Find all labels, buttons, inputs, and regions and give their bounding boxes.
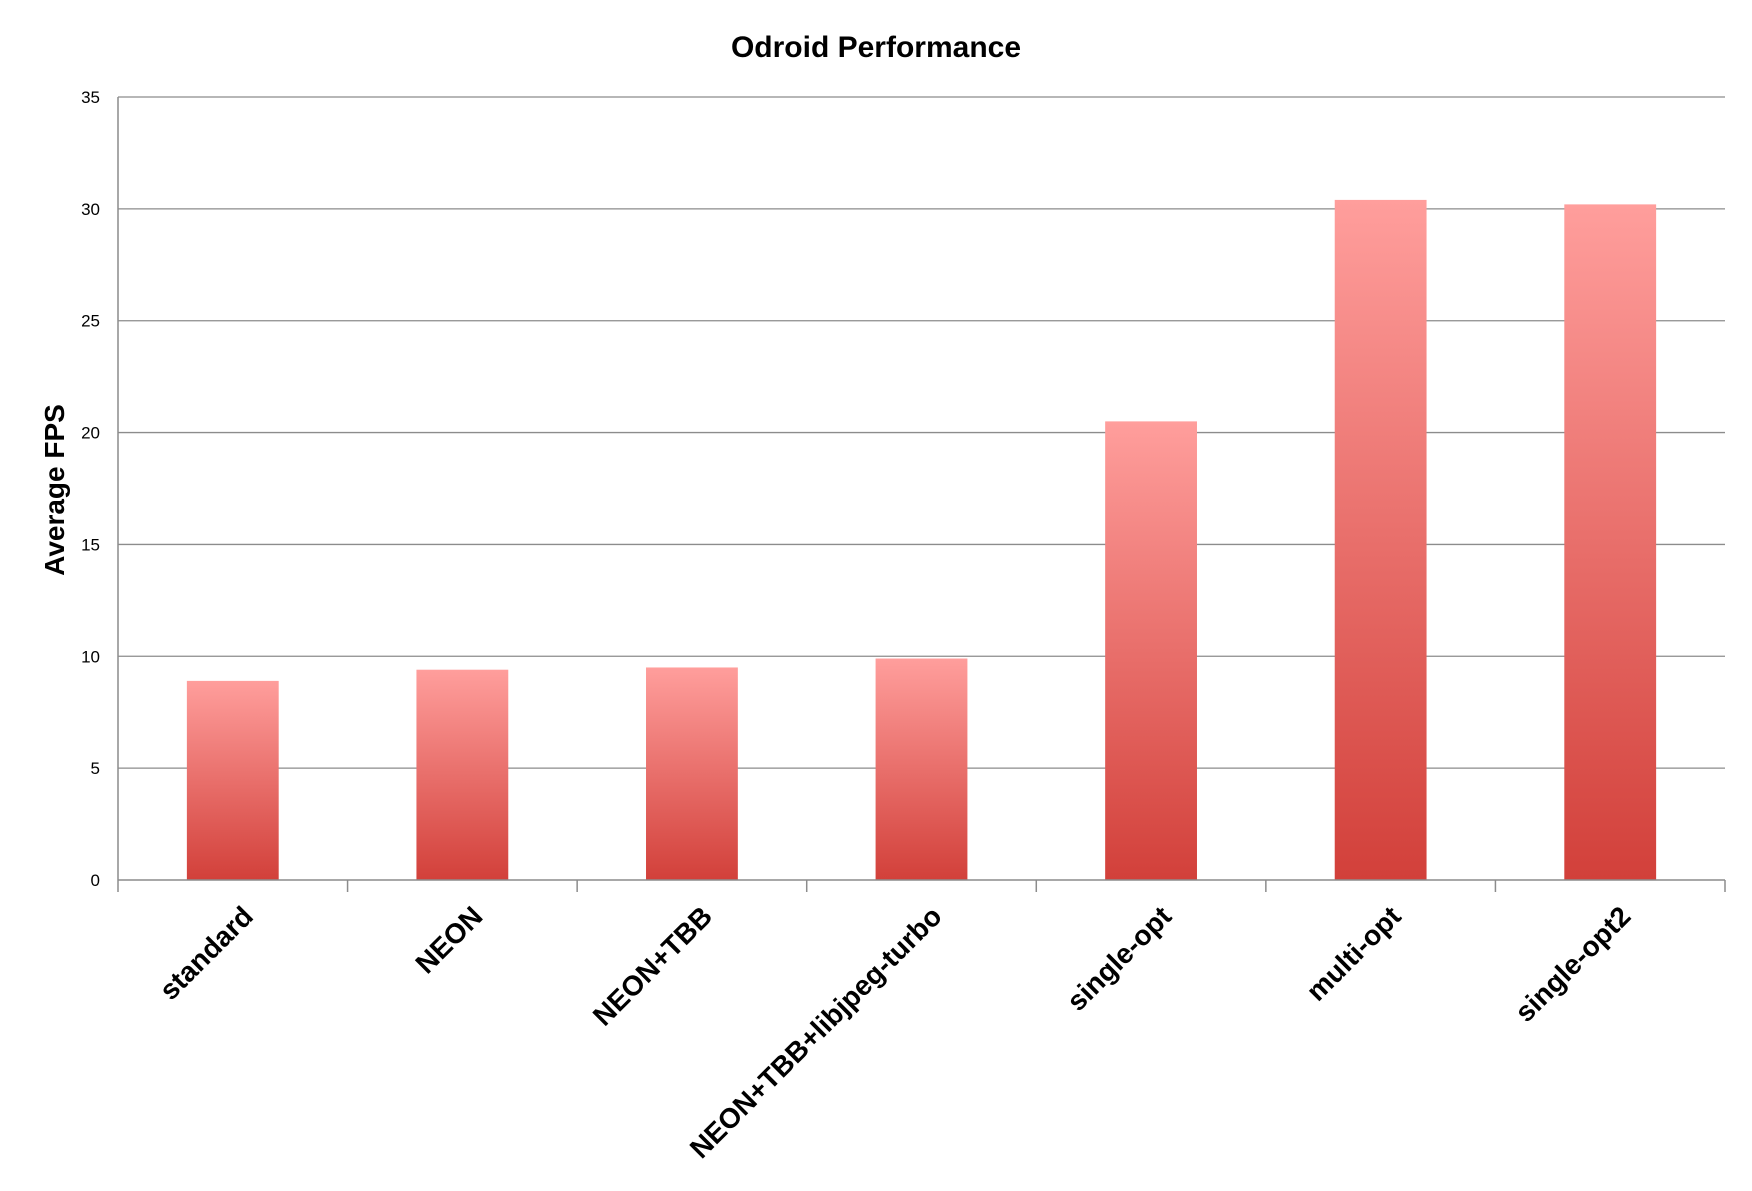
y-axis-title: Average FPS: [39, 404, 70, 576]
axes: [117, 97, 1726, 892]
y-tick-label: 10: [81, 647, 100, 666]
y-tick-label: 35: [81, 88, 100, 107]
x-tick-label: single-opt: [1061, 900, 1178, 1017]
y-tick-label: 25: [81, 312, 100, 331]
x-tick-labels: standard NEON NEON+TBBNEON+TBB+libjpeg-tur…: [153, 900, 1636, 1164]
x-tick-label: NEON: [409, 900, 488, 979]
x-tick-label: multi-opt: [1300, 900, 1407, 1007]
x-tick-label: standard: [153, 900, 259, 1006]
chart-title: Odroid Performance: [731, 31, 1021, 64]
y-tick-label: 20: [81, 424, 100, 443]
bar-single-opt: [1105, 421, 1197, 880]
x-tick-label: NEON+TBB+libjpeg-turbo: [684, 900, 948, 1164]
y-tick-label: 0: [91, 871, 100, 890]
bar-neon-tbb: [646, 667, 738, 880]
y-tick-label: 5: [91, 759, 100, 778]
bar-neon: [416, 669, 509, 880]
x-tick-label: NEON+TBB: [587, 900, 718, 1031]
gridlines: [118, 96, 1725, 769]
y-tick-labels: 0 5 10 15 20 25 30 35: [81, 88, 100, 890]
x-tick-label: single-opt2: [1509, 900, 1637, 1028]
bar-standard: [186, 680, 279, 880]
bars: [186, 199, 1657, 880]
y-tick-label: 30: [81, 200, 100, 219]
bar-multi-opt: [1334, 199, 1427, 880]
bar-neon-tbb-libjpeg-turbo: [875, 658, 968, 880]
bar-single-opt2: [1564, 204, 1657, 880]
y-tick-label: 15: [81, 535, 100, 554]
